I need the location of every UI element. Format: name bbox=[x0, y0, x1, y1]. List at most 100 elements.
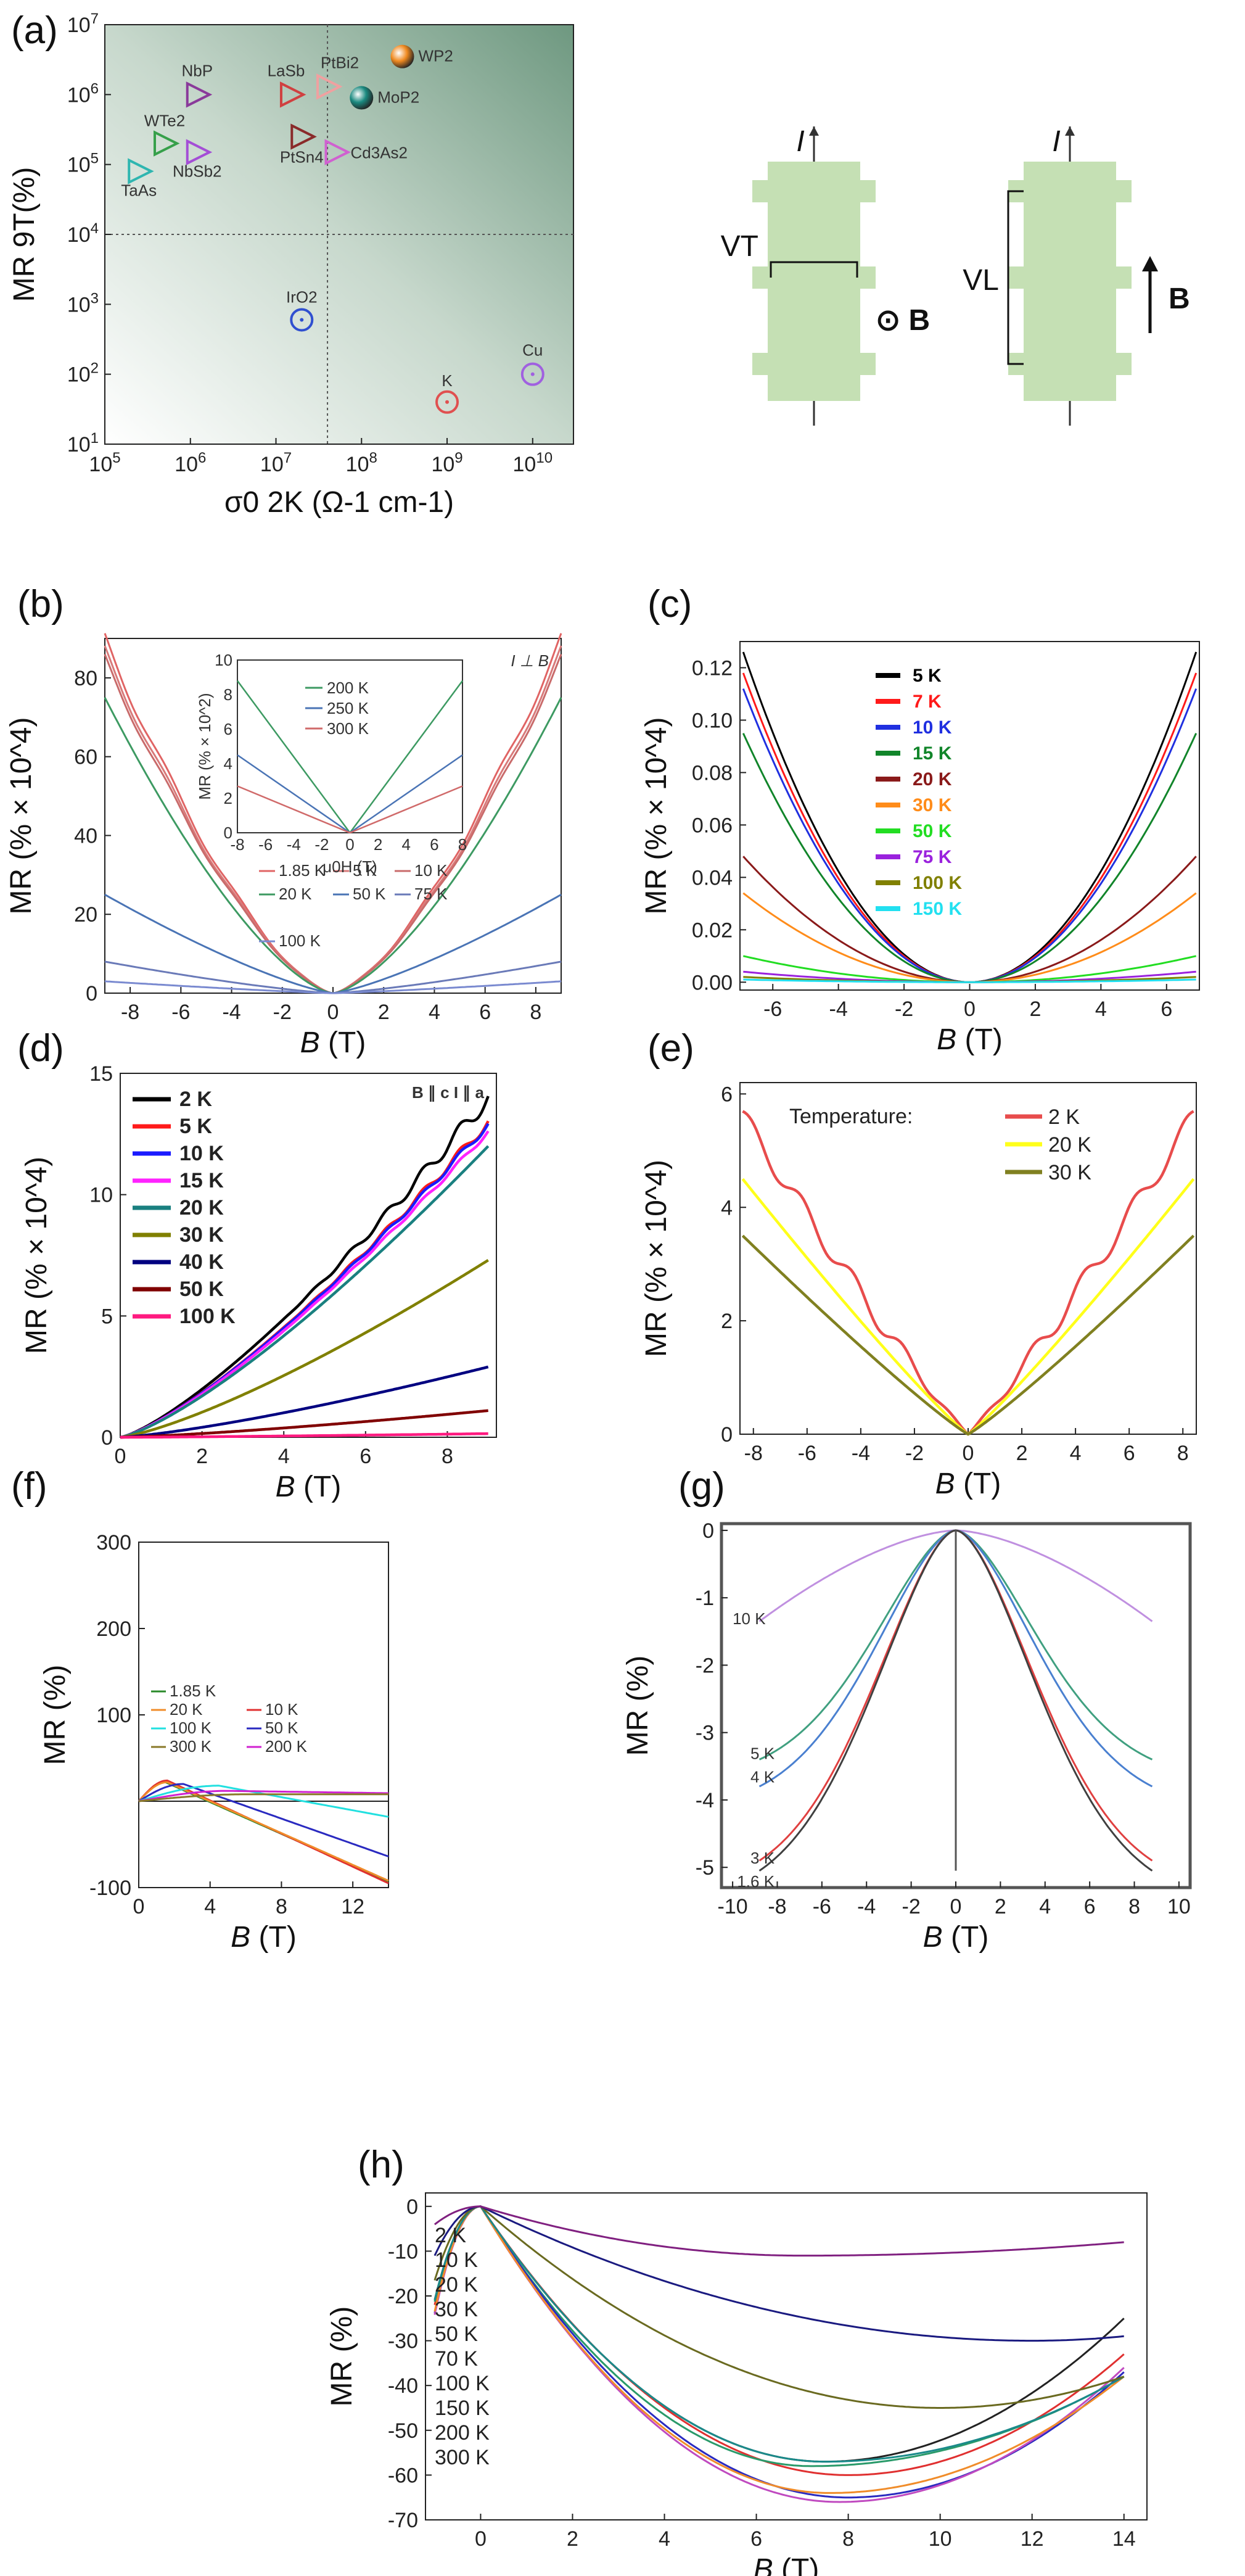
legend-label: 10 K bbox=[179, 1142, 224, 1165]
legend-label: 100 K bbox=[170, 1719, 212, 1737]
hallbar-longitudinal-tab bbox=[1116, 180, 1132, 202]
x-tick-label: 14 bbox=[1112, 2527, 1136, 2551]
x-axis-label: B (T) bbox=[935, 1468, 1001, 1500]
panel-label-a: (a) bbox=[11, 9, 58, 52]
field-label: B bbox=[1169, 283, 1190, 315]
legend-label: 30 K bbox=[913, 795, 952, 815]
hallbar-longitudinal-body bbox=[1024, 162, 1116, 401]
legend-title: Temperature: bbox=[789, 1105, 913, 1128]
y-tick-label: -5 bbox=[696, 1856, 714, 1880]
inset-y-tick: 10 bbox=[215, 651, 232, 669]
current-label: I bbox=[1052, 125, 1060, 158]
x-tick-label: 8 bbox=[530, 1001, 541, 1024]
series-1.6 K bbox=[758, 1529, 1153, 1872]
series-label: 10 K bbox=[733, 1609, 766, 1628]
series-5 K bbox=[120, 1120, 490, 1439]
legend-label: 20 K bbox=[913, 769, 952, 790]
y-axis-label: MR (%) bbox=[39, 1665, 72, 1765]
x-tick-label: 2 bbox=[196, 1445, 208, 1468]
arrow-head bbox=[809, 126, 819, 136]
series-2 K bbox=[120, 1096, 490, 1439]
x-tick-label: 2 bbox=[1016, 1442, 1028, 1465]
hallbar-longitudinal-tab bbox=[1008, 266, 1024, 289]
series-15 K bbox=[742, 733, 1198, 983]
inset-x-tick: 4 bbox=[402, 835, 411, 854]
inset-legend-label: 300 K bbox=[327, 719, 369, 738]
y-tick-label: 80 bbox=[74, 667, 97, 690]
y-tick-label: -3 bbox=[696, 1722, 714, 1745]
series-label: 4 K bbox=[750, 1768, 775, 1786]
inset-y-tick: 6 bbox=[224, 720, 232, 738]
point-label: MoP2 bbox=[377, 88, 419, 107]
y-tick-label: -4 bbox=[696, 1789, 714, 1812]
panel-e: (e) -8 -6 -4 -2 0 2 4 6 8 0 2 4 6 B (T) MR (% × 10^4) Te… bbox=[640, 1027, 1197, 1500]
legend-label: 30 K bbox=[435, 2298, 478, 2321]
series-20 K bbox=[742, 856, 1197, 983]
legend-label: 200 K bbox=[435, 2421, 490, 2445]
y-tick-label: 5 bbox=[101, 1305, 113, 1328]
y-tick-label: 104 bbox=[67, 220, 99, 247]
marker-dot bbox=[445, 400, 450, 404]
y-tick-label: 0 bbox=[702, 1519, 714, 1543]
y-tick-label: -40 bbox=[388, 2374, 418, 2398]
schematic: I I VT ⊙ B VL B bbox=[721, 125, 1190, 426]
x-tick-label: 6 bbox=[360, 1445, 371, 1468]
legend-label: 5 K bbox=[179, 1115, 212, 1138]
y-tick-label: 15 bbox=[89, 1062, 113, 1086]
legend-label: 5 K bbox=[353, 861, 377, 880]
marker-NbP bbox=[186, 81, 213, 108]
x-tick-label: 6 bbox=[1124, 1442, 1135, 1465]
series-300 K bbox=[138, 1793, 388, 1802]
marker-TaAs bbox=[128, 158, 154, 184]
inset-series-300 K bbox=[237, 785, 463, 834]
x-tick-label: 4 bbox=[1070, 1442, 1082, 1465]
y-tick-label: 300 bbox=[96, 1531, 131, 1554]
x-tick-label: 0 bbox=[964, 997, 976, 1021]
x-tick-label: -10 bbox=[718, 1895, 748, 1918]
hallbar-transverse-tab bbox=[860, 266, 876, 289]
legend-label: 150 K bbox=[913, 899, 962, 919]
y-tick-label: 0 bbox=[86, 982, 97, 1005]
y-tick-label: -70 bbox=[388, 2509, 418, 2532]
point-label: IrO2 bbox=[286, 287, 318, 306]
legend-label: 40 K bbox=[179, 1250, 224, 1274]
legend-label: 30 K bbox=[179, 1223, 224, 1247]
series-7 K bbox=[742, 672, 1198, 983]
y-tick-label: 4 bbox=[721, 1196, 733, 1220]
hallbar-transverse-tab bbox=[860, 353, 876, 375]
marker-dot bbox=[530, 372, 535, 376]
y-tick-label: -100 bbox=[89, 1876, 131, 1900]
legend-label: 20 K bbox=[1048, 1133, 1091, 1157]
x-tick-label: 105 bbox=[89, 450, 120, 476]
inset-x-tick: 0 bbox=[345, 835, 354, 854]
arrow-head bbox=[1065, 126, 1075, 136]
x-tick-label: -4 bbox=[222, 1001, 240, 1024]
legend-label: 150 K bbox=[435, 2396, 490, 2420]
x-axis-label: B (T) bbox=[300, 1026, 366, 1059]
legend-label: 50 K bbox=[179, 1278, 224, 1301]
series-5 K bbox=[742, 651, 1198, 983]
point-label: PtSn4 bbox=[280, 148, 324, 167]
x-tick-label: 8 bbox=[442, 1445, 453, 1468]
legend-label: 50 K bbox=[435, 2322, 478, 2346]
x-tick-label: 8 bbox=[276, 1895, 287, 1918]
y-tick-label: 2 bbox=[721, 1310, 733, 1333]
x-tick-label: -4 bbox=[852, 1442, 870, 1465]
inset-y-tick: 4 bbox=[224, 754, 232, 773]
x-tick-label: 106 bbox=[175, 450, 206, 476]
inset-y-tick: 8 bbox=[224, 685, 232, 704]
series-100 K bbox=[433, 2205, 1125, 2463]
x-tick-label: -2 bbox=[905, 1442, 924, 1465]
panel-a: (a) 105 106 107 108 109 1010 101 102 103 104 105 106… bbox=[8, 9, 574, 519]
x-tick-label: 108 bbox=[346, 450, 377, 476]
marker-dot bbox=[300, 318, 304, 322]
y-tick-label: 0.02 bbox=[692, 919, 733, 942]
point-label: K bbox=[442, 371, 453, 390]
field-out-label: ⊙ B bbox=[876, 304, 930, 337]
hallbar-transverse-tab bbox=[752, 353, 768, 375]
field-arrow-head bbox=[1142, 256, 1158, 271]
x-tick-label: -6 bbox=[171, 1001, 190, 1024]
y-tick-label: -10 bbox=[388, 2240, 418, 2263]
legend-label: 2 K bbox=[179, 1088, 212, 1111]
legend-label: 30 K bbox=[1048, 1161, 1091, 1184]
